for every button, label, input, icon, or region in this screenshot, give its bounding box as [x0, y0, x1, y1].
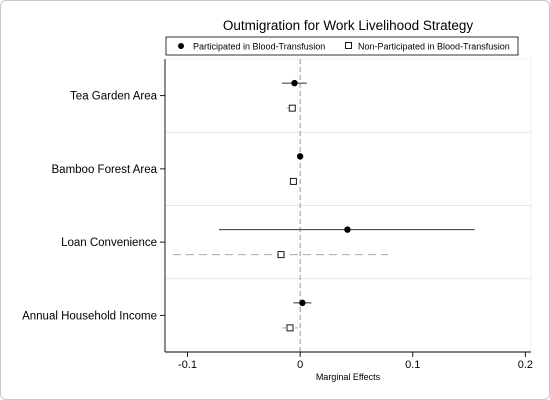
x-tick-label: 0.2 — [518, 359, 533, 371]
point-non-participated-in-blood-transfusion-loan-convenience — [277, 251, 285, 259]
legend-label-non-participated: Non-Participated in Blood-Transfusion — [358, 42, 510, 52]
y-ticks — [160, 95, 165, 316]
category-separators — [165, 131, 531, 280]
category-label-tea-garden-area: Tea Garden Area — [70, 91, 158, 103]
legend-marker-non-participated — [345, 42, 352, 49]
x-tick-label: 0.1 — [405, 359, 420, 371]
x-axis: -0.1 0 0.1 0.2 Marginal Effects — [165, 351, 533, 382]
legend: Participated in Blood-Transfusion Non-Pa… — [165, 36, 519, 56]
category-label-loan-convenience: Loan Convenience — [61, 237, 157, 249]
y-tick-labels: Tea Garden Area Bamboo Forest Area Loan Co… — [22, 91, 158, 323]
point-non-participated-in-blood-transfusion-tea-garden-area — [288, 104, 296, 112]
point-participated-in-blood-transfusion-bamboo-forest-area — [296, 153, 304, 160]
y-axis: Tea Garden Area Bamboo Forest Area Loan Co… — [22, 59, 166, 352]
point-non-participated-in-blood-transfusion-bamboo-forest-area — [289, 177, 297, 185]
x-tick-label: 0 — [297, 359, 303, 371]
point-non-participated-in-blood-transfusion-annual-household-income — [286, 324, 294, 332]
category-label-annual-household-income: Annual Household Income — [22, 310, 157, 322]
point-participated-in-blood-transfusion-annual-household-income — [299, 299, 306, 307]
chart-title: Outmigration for Work Livelihood Strateg… — [223, 18, 474, 33]
plot-region — [165, 58, 532, 352]
point-participated-in-blood-transfusion-tea-garden-area — [291, 79, 298, 87]
legend-label-participated: Participated in Blood-Transfusion — [193, 42, 325, 52]
x-axis-label: Marginal Effects — [316, 372, 381, 382]
legend-box — [165, 36, 519, 56]
legend-marker-participated — [178, 43, 184, 49]
point-participated-in-blood-transfusion-loan-convenience — [344, 226, 351, 233]
x-tick-label: -0.1 — [178, 359, 197, 371]
point-estimates — [277, 79, 351, 332]
x-ticks — [187, 352, 526, 357]
x-tick-labels: -0.1 0 0.1 0.2 — [178, 359, 533, 371]
category-label-bamboo-forest-area: Bamboo Forest Area — [52, 164, 158, 176]
